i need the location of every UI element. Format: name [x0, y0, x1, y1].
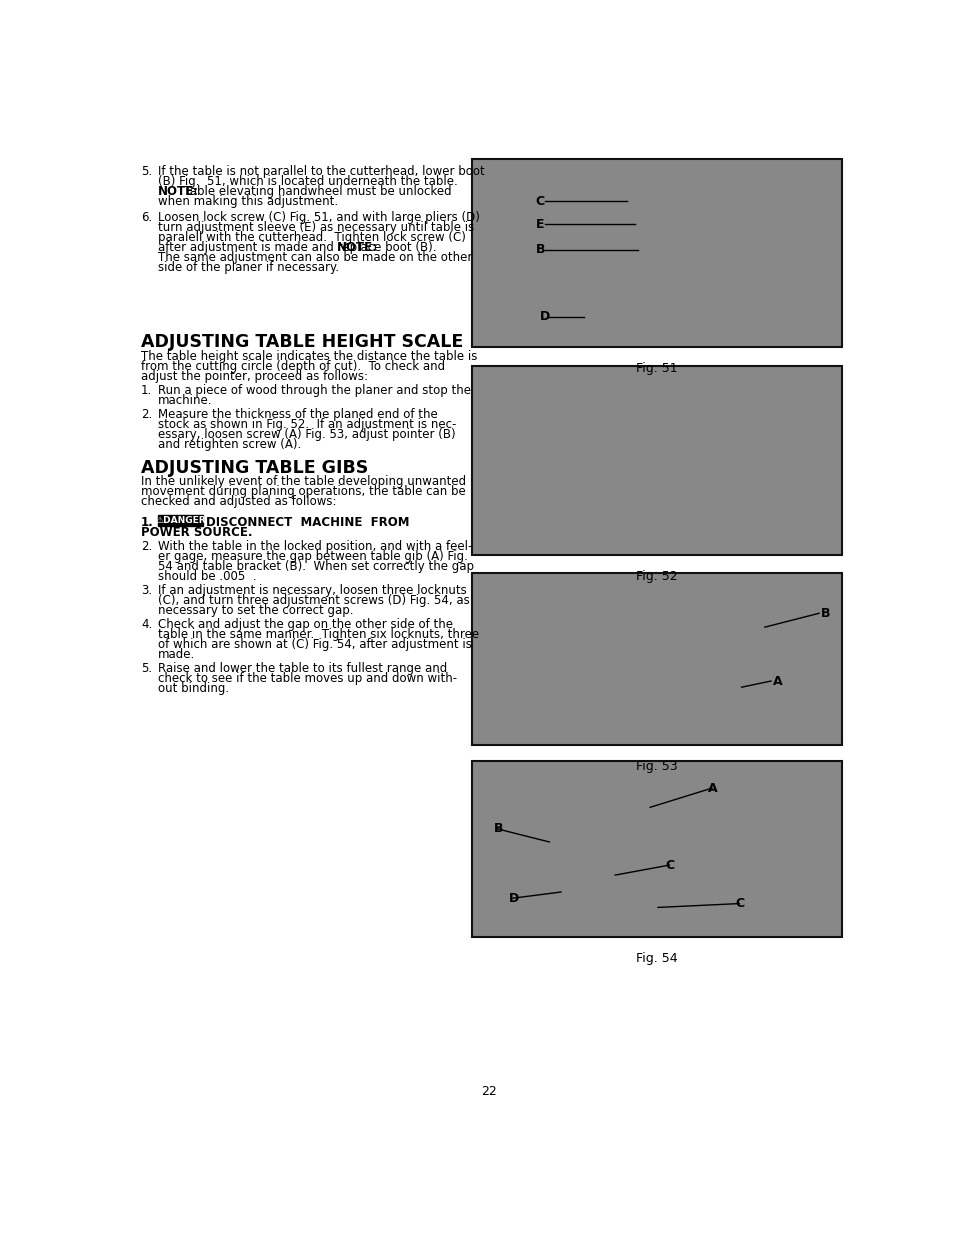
Text: B: B — [493, 823, 502, 835]
Text: Check and adjust the gap on the other side of the: Check and adjust the gap on the other si… — [158, 618, 453, 631]
Text: With the table in the locked position, and with a feel-: With the table in the locked position, a… — [158, 540, 472, 553]
Text: POWER SOURCE.: POWER SOURCE. — [141, 526, 253, 540]
Text: (C), and turn three adjustment screws (D) Fig. 54, as: (C), and turn three adjustment screws (D… — [158, 594, 469, 608]
Text: (B) Fig.  51, which is located underneath the table.: (B) Fig. 51, which is located underneath… — [158, 175, 457, 188]
Text: Fig. 52: Fig. 52 — [636, 571, 678, 583]
Text: C: C — [735, 897, 743, 910]
Text: check to see if the table moves up and down with-: check to see if the table moves up and d… — [158, 672, 456, 684]
Text: paralell with the cutterhead.  Tighten lock screw (C): paralell with the cutterhead. Tighten lo… — [158, 231, 465, 245]
Text: Raise and lower the table to its fullest range and: Raise and lower the table to its fullest… — [158, 662, 447, 674]
Text: ADJUSTING TABLE HEIGHT SCALE: ADJUSTING TABLE HEIGHT SCALE — [141, 333, 463, 351]
Text: 6.: 6. — [141, 211, 152, 225]
Text: D: D — [509, 892, 518, 905]
Text: 54 and table bracket (B).  When set correctly the gap: 54 and table bracket (B). When set corre… — [158, 561, 474, 573]
Bar — [472, 366, 841, 555]
Text: made.: made. — [158, 648, 195, 661]
Text: C: C — [535, 195, 544, 207]
Text: The table height scale indicates the distance the table is: The table height scale indicates the dis… — [141, 350, 476, 363]
Bar — [472, 159, 841, 347]
Text: er gage, measure the gap between table gib (A) Fig.: er gage, measure the gap between table g… — [158, 550, 467, 563]
Text: B: B — [820, 606, 829, 620]
Text: stock as shown in Fig. 52.  If an adjustment is nec-: stock as shown in Fig. 52. If an adjustm… — [158, 417, 456, 431]
Text: side of the planer if necessary.: side of the planer if necessary. — [158, 262, 338, 274]
Text: of which are shown at (C) Fig. 54, after adjustment is: of which are shown at (C) Fig. 54, after… — [158, 638, 472, 651]
Text: 5.: 5. — [141, 662, 152, 674]
Bar — [158, 515, 203, 526]
Text: The same adjustment can also be made on the other: The same adjustment can also be made on … — [158, 252, 472, 264]
Text: A: A — [772, 674, 781, 688]
Text: Fig. 54: Fig. 54 — [636, 952, 678, 965]
Text: machine.: machine. — [158, 394, 213, 406]
Text: B: B — [535, 243, 544, 257]
Text: necessary to set the correct gap.: necessary to set the correct gap. — [158, 604, 354, 618]
Bar — [472, 761, 841, 936]
Text: If an adjustment is necessary, loosen three locknuts: If an adjustment is necessary, loosen th… — [158, 584, 466, 597]
Text: 1.: 1. — [141, 384, 152, 396]
Text: checked and adjusted as follows:: checked and adjusted as follows: — [141, 495, 336, 509]
Text: from the cutting circle (depth of cut).  To check and: from the cutting circle (depth of cut). … — [141, 359, 445, 373]
Text: movement during planing operations, the table can be: movement during planing operations, the … — [141, 485, 465, 499]
Bar — [472, 573, 841, 745]
Text: 2.: 2. — [141, 540, 152, 553]
Text: NOTE:: NOTE: — [158, 185, 199, 198]
Text: 3.: 3. — [141, 584, 152, 597]
Text: should be .005  .: should be .005 . — [158, 571, 256, 583]
Text: C: C — [665, 858, 674, 872]
Text: when making this adjustment.: when making this adjustment. — [158, 195, 337, 209]
Text: 5.: 5. — [141, 165, 152, 178]
Text: turn adjustment sleeve (E) as necessary until table is: turn adjustment sleeve (E) as necessary … — [158, 221, 474, 235]
Text: and retighten screw (A).: and retighten screw (A). — [158, 437, 301, 451]
Text: table in the same manner.  Tighten six locknuts, three: table in the same manner. Tighten six lo… — [158, 627, 478, 641]
Text: Run a piece of wood through the planer and stop the: Run a piece of wood through the planer a… — [158, 384, 471, 396]
Text: essary, loosen screw (A) Fig. 53, adjust pointer (B): essary, loosen screw (A) Fig. 53, adjust… — [158, 427, 456, 441]
Text: Fig. 53: Fig. 53 — [636, 761, 678, 773]
Text: Table elevating handwheel must be unlocked: Table elevating handwheel must be unlock… — [176, 185, 451, 198]
Text: D: D — [539, 310, 550, 324]
Text: A: A — [707, 782, 717, 794]
Text: Measure the thickness of the planed end of the: Measure the thickness of the planed end … — [158, 408, 437, 421]
Text: If the table is not parallel to the cutterhead, lower boot: If the table is not parallel to the cutt… — [158, 165, 484, 178]
Text: ⚠DANGER: ⚠DANGER — [155, 515, 206, 525]
Text: out binding.: out binding. — [158, 682, 229, 695]
Text: Loosen lock screw (C) Fig. 51, and with large pliers (D): Loosen lock screw (C) Fig. 51, and with … — [158, 211, 479, 225]
Text: E: E — [535, 217, 543, 231]
Text: adjust the pointer, proceed as follows:: adjust the pointer, proceed as follows: — [141, 370, 368, 383]
Text: In the unlikely event of the table developing unwanted: In the unlikely event of the table devel… — [141, 475, 466, 489]
Text: 4.: 4. — [141, 618, 152, 631]
Text: after adjustment is made and replace boot (B).: after adjustment is made and replace boo… — [158, 241, 443, 254]
Text: NOTE:: NOTE: — [337, 241, 378, 254]
Text: 1.: 1. — [141, 516, 153, 530]
Text: DISCONNECT  MACHINE  FROM: DISCONNECT MACHINE FROM — [206, 516, 409, 530]
Text: Fig. 51: Fig. 51 — [636, 362, 678, 375]
Text: 22: 22 — [480, 1086, 497, 1098]
Text: 2.: 2. — [141, 408, 152, 421]
Text: ADJUSTING TABLE GIBS: ADJUSTING TABLE GIBS — [141, 458, 368, 477]
